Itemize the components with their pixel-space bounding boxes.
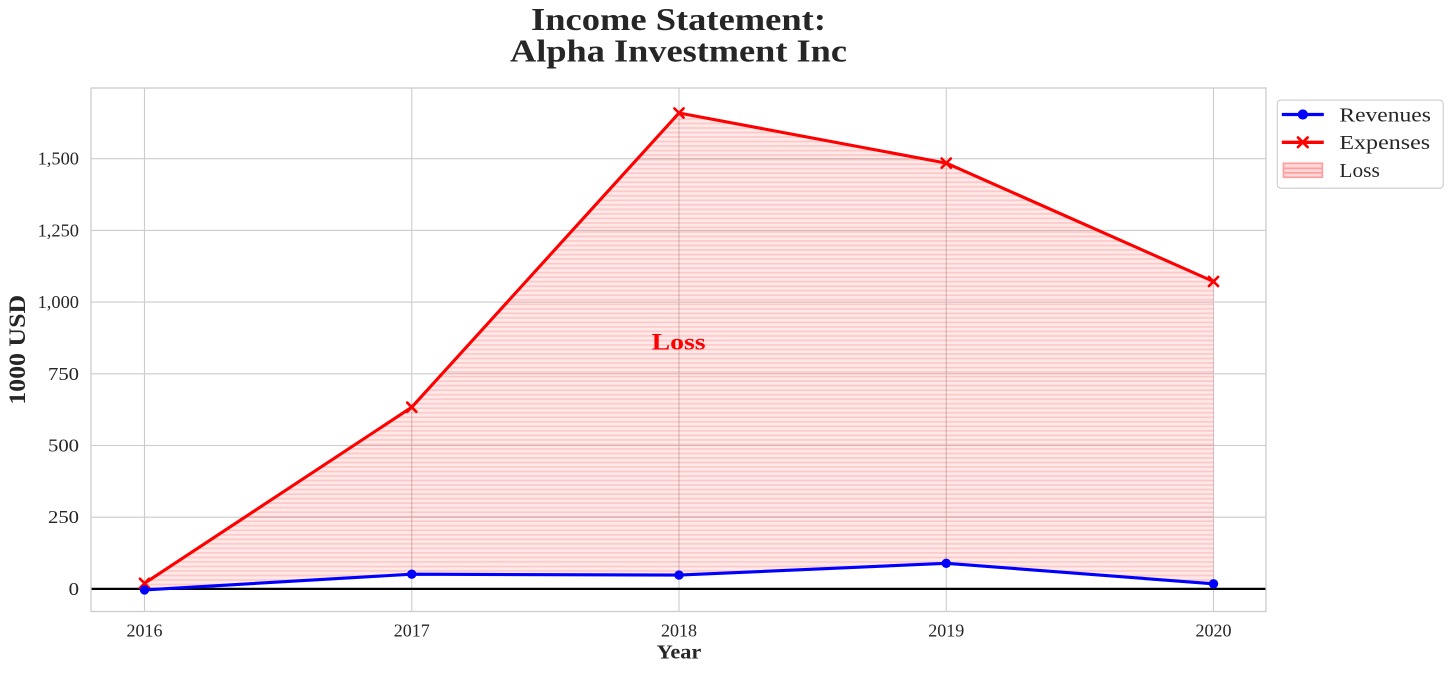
svg-text:Year: Year <box>657 642 702 664</box>
svg-text:1,000: 1,000 <box>38 292 79 312</box>
svg-text:Income Statement:: Income Statement: <box>531 1 826 37</box>
svg-text:0: 0 <box>69 579 79 599</box>
svg-text:1,500: 1,500 <box>38 149 79 169</box>
svg-text:Revenues: Revenues <box>1339 104 1431 126</box>
svg-text:2018: 2018 <box>661 621 697 641</box>
svg-text:2016: 2016 <box>127 621 163 641</box>
svg-text:1,250: 1,250 <box>38 220 79 240</box>
svg-text:2017: 2017 <box>394 621 430 641</box>
svg-text:500: 500 <box>48 436 79 456</box>
svg-text:1000 USD: 1000 USD <box>5 295 30 405</box>
svg-text:Alpha Investment Inc: Alpha Investment Inc <box>510 32 847 68</box>
svg-text:Loss: Loss <box>652 330 706 355</box>
svg-text:2020: 2020 <box>1196 621 1232 641</box>
svg-text:750: 750 <box>48 364 79 384</box>
svg-text:Expenses: Expenses <box>1339 132 1430 154</box>
svg-text:250: 250 <box>48 507 79 527</box>
svg-text:Loss: Loss <box>1339 160 1380 182</box>
svg-text:2019: 2019 <box>928 621 964 641</box>
